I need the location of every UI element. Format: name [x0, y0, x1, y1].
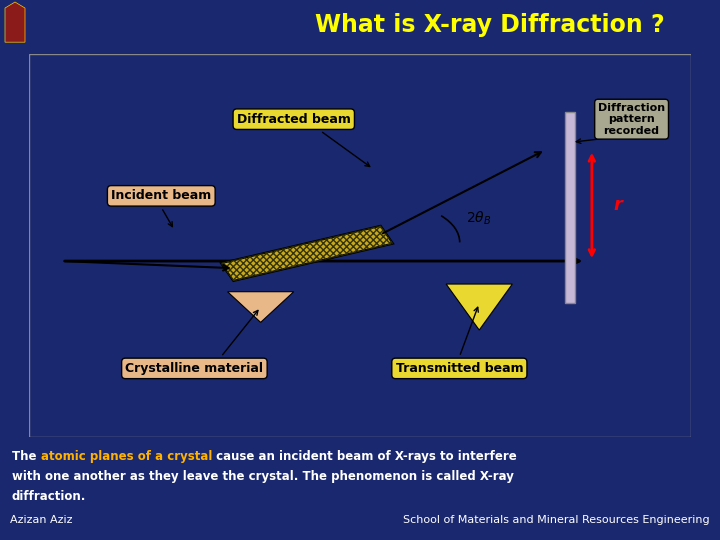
Text: Incident beam: Incident beam — [111, 190, 212, 202]
Text: The: The — [12, 450, 40, 463]
Text: $2\theta_B$: $2\theta_B$ — [467, 210, 492, 227]
Polygon shape — [5, 2, 25, 42]
Text: diffraction.: diffraction. — [12, 490, 86, 503]
Text: USM: USM — [6, 19, 24, 25]
Text: Azizan Aziz: Azizan Aziz — [10, 515, 73, 525]
Text: Crystalline material: Crystalline material — [125, 362, 264, 375]
Polygon shape — [221, 226, 393, 281]
Polygon shape — [228, 292, 294, 322]
Text: Diffracted beam: Diffracted beam — [237, 113, 351, 126]
Text: Diffraction
pattern
recorded: Diffraction pattern recorded — [598, 103, 665, 136]
Text: atomic planes of a crystal: atomic planes of a crystal — [40, 450, 212, 463]
FancyBboxPatch shape — [2, 6, 87, 46]
Polygon shape — [446, 284, 513, 330]
Text: r: r — [614, 197, 623, 214]
Text: with one another as they leave the crystal. The phenomenon is called X-ray: with one another as they leave the cryst… — [12, 470, 514, 483]
Bar — [565, 111, 575, 303]
Text: cause an incident beam of X-rays to interfere: cause an incident beam of X-rays to inte… — [212, 450, 517, 463]
Text: School of Materials and Mineral Resources Engineering: School of Materials and Mineral Resource… — [403, 515, 710, 525]
Text: Transmitted beam: Transmitted beam — [395, 362, 523, 375]
Text: What is X-ray Diffraction ?: What is X-ray Diffraction ? — [315, 13, 665, 37]
